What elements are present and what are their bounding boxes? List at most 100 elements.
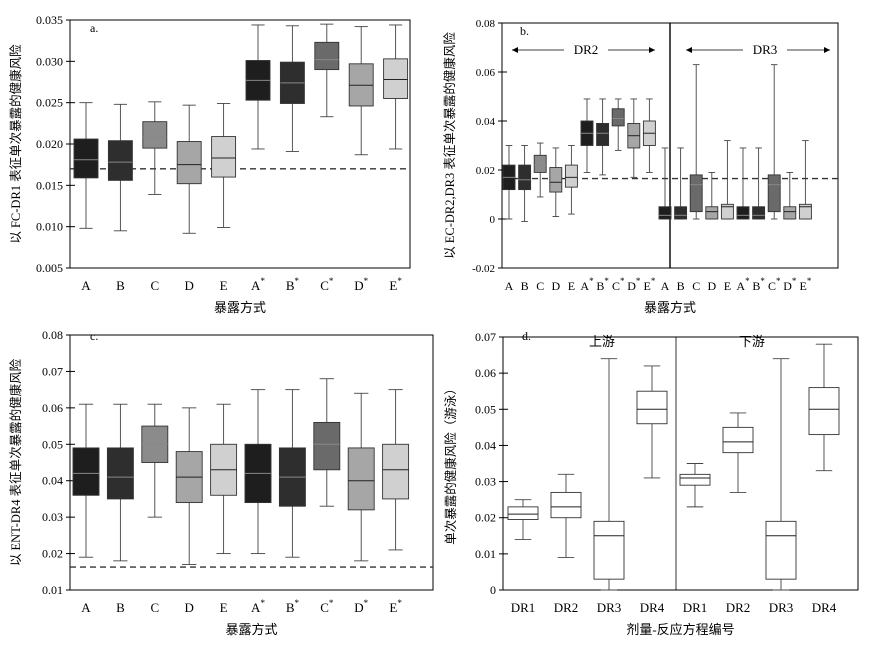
x-tick-label: E [220,278,228,293]
box-body [107,140,133,181]
x-tick-star: * [760,276,765,286]
box-body [674,206,688,220]
box-body [533,154,547,173]
x-tick-label: B* [752,276,765,293]
box-6 [596,98,610,176]
box-4 [211,103,237,228]
box-body [383,58,409,99]
y-tick-label: 0.030 [36,54,63,68]
box-11 [674,147,688,220]
box-body [507,506,539,520]
y-tick-label: 0.06 [42,401,63,415]
x-tick-label: B* [286,598,300,615]
y-tick-label: 0.03 [42,510,63,524]
box-body [550,491,582,519]
x-tick-label: C* [768,276,781,293]
box-body [722,426,754,454]
box-5 [580,98,594,173]
box-8 [627,98,641,178]
panel-d: 0 0.01 0.02 0.03 0.04 0.05 0.06 0.07 上游 下游 DR1 DR2 D… [443,329,859,637]
y-tick-label: 0.04 [475,438,496,452]
y-axis-title: 以 EC-DR2,DR3 表征单次暴露的健康风险 [442,32,457,259]
group-label: DR2 [574,42,599,57]
x-tick-label: B* [596,276,609,293]
panel-label: c. [90,329,98,343]
panel-c: 0.01 0.02 0.03 0.04 0.05 0.06 0.07 0.08 A B C D E A* B… [8,328,434,637]
y-tick-label: 0.08 [42,328,63,342]
y-axis-title: 以 ENT-DR4 表征单次暴露的健康风险 [8,358,23,566]
box-body [752,206,766,220]
x-tick-label: D [551,279,560,293]
y-tick-label: 0.035 [36,13,63,27]
box-body [596,122,610,146]
box-7 [313,378,341,507]
x-tick-label: B* [286,276,300,293]
x-tick-star: * [260,276,265,286]
y-tick-label: 0.08 [476,18,496,30]
box-body [142,121,168,149]
x-tick-label: C* [320,598,334,615]
y-tick-label: 0.07 [42,364,63,378]
x-tick-star: * [294,276,299,286]
box-16 [752,147,766,220]
group-arrowhead-right [824,47,830,53]
y-tick-label: 0.010 [36,220,63,234]
x-tick-star: * [329,598,334,608]
group-label: DR3 [753,42,778,57]
x-tick-label: A [661,279,670,293]
x-tick-label: E* [643,276,655,293]
box-8 [348,26,374,156]
y-tick-label: 0.02 [42,547,63,561]
x-tick-star: * [589,276,594,286]
x-tick-label: D [185,278,194,293]
y-tick-label: 0.02 [476,165,495,177]
plot-frame [69,334,434,591]
box-9 [383,24,409,150]
x-tick-label: E [724,279,731,293]
y-axis-title: 单次暴露的健康风险（游泳） [443,382,458,545]
box-14 [720,140,734,220]
x-tick-star: * [776,276,781,286]
x-axis-title: 暴露方式 [214,300,266,315]
x-tick-label: A* [251,598,265,615]
y-tick-label: -0.02 [472,263,495,275]
x-tick-label: D* [354,276,368,293]
box-body [658,206,672,220]
box-1 [550,473,582,558]
group-label: 下游 [739,334,765,349]
x-tick-star: * [620,276,625,286]
box-0 [73,102,99,229]
box-2 [141,403,169,518]
panel-label: d. [522,329,531,343]
x-tick-label: C* [612,276,625,293]
box-4 [564,145,578,215]
y-tick-label: 0.06 [476,67,496,79]
box-body [808,387,840,436]
x-axis-title: 暴露方式 [225,622,277,637]
box-4 [210,403,238,555]
box-6 [278,389,306,558]
x-tick-label: DR1 [511,600,536,615]
box-body [176,141,202,185]
y-tick-label: 0.07 [475,330,496,344]
box-body [705,206,719,220]
x-tick-label: B [116,600,125,615]
box-body [314,41,340,71]
box-body [211,136,237,178]
box-1 [518,145,532,222]
box-5 [722,412,754,493]
box-body [689,174,703,213]
box-7 [808,343,840,472]
group-arrowhead-left [512,47,518,53]
box-18 [783,171,797,220]
box-5 [244,389,272,555]
box-7 [611,98,625,151]
box-body [564,164,578,188]
box-body [347,447,375,511]
x-tick-label: C [150,600,159,615]
box-body [798,203,812,220]
box-1 [107,103,133,232]
y-tick-label: 0.03 [475,475,496,489]
x-tick-label: C [150,278,159,293]
